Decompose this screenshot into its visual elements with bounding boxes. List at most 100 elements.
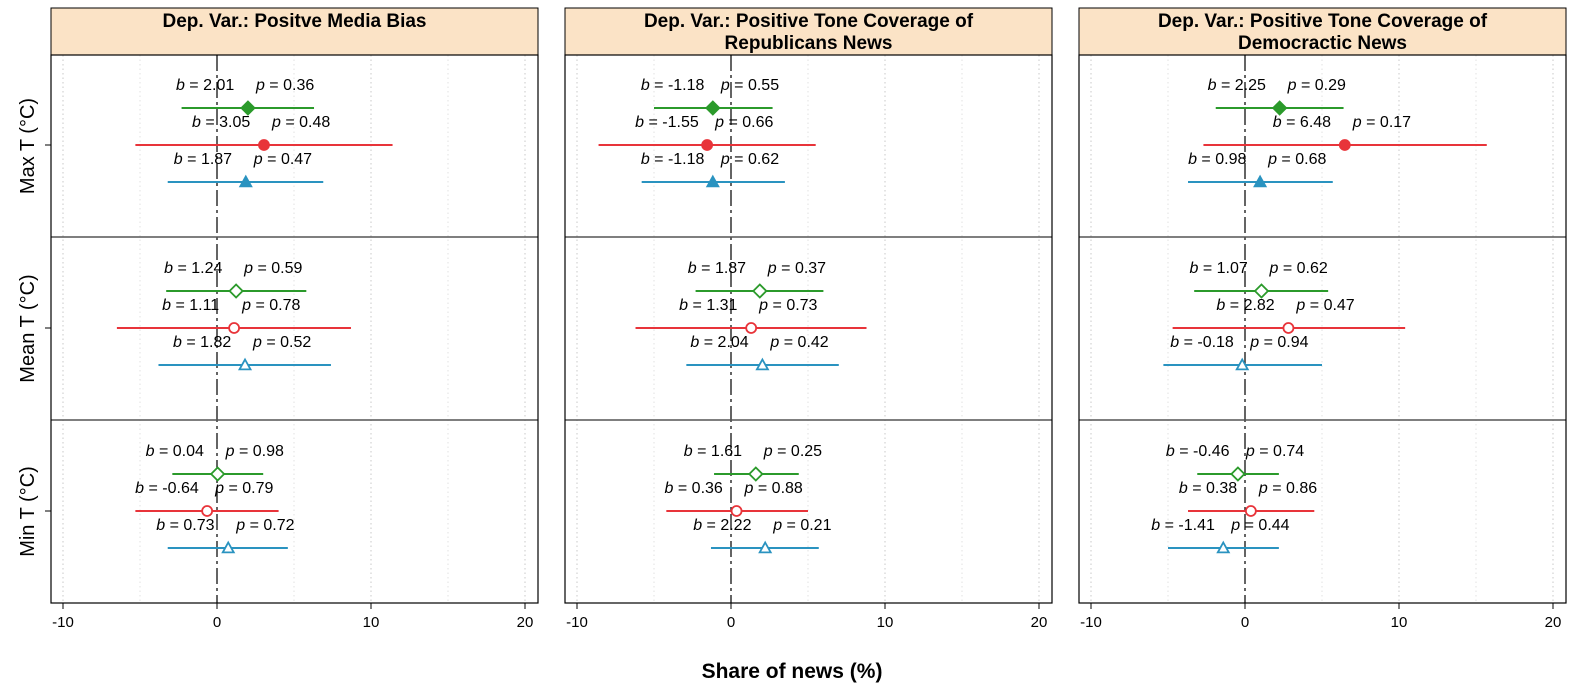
p-value-label: p = 0.29	[1287, 77, 1346, 94]
p-value-label: p = 0.68	[1267, 151, 1326, 168]
point-estimate-diamond	[1253, 283, 1270, 299]
coef-label: b = 0.36	[665, 480, 723, 497]
point-estimate-diamond	[228, 283, 244, 299]
point-estimate-circle	[701, 139, 714, 151]
point-estimate-triangle	[1235, 357, 1250, 371]
estimate-series: b = 1.61 p = 0.25	[684, 443, 822, 482]
estimate-series: b = -1.18 p = 0.55	[641, 77, 779, 116]
facet-panel: Dep. Var.: Positive Tone Coverage ofRepu…	[564, 7, 1053, 631]
p-value-label: p = 0.52	[252, 334, 311, 351]
p-value-label: p = 0.55	[720, 77, 779, 94]
estimate-series: b = -0.18 p = 0.94	[1163, 334, 1322, 371]
estimate-series: b = 1.82 p = 0.52	[158, 334, 331, 371]
point-estimate-circle	[730, 505, 743, 517]
point-estimate-circle	[228, 322, 240, 334]
coef-label: b = 1.07	[1189, 260, 1247, 277]
estimate-series: b = 1.11 p = 0.78	[116, 297, 351, 334]
estimate-series: b = 1.87 p = 0.37	[688, 260, 826, 299]
estimate-series: b = 2.01 p = 0.36	[176, 77, 314, 116]
x-tick-label: 20	[1545, 614, 1562, 631]
coef-label: b = 1.87	[688, 260, 746, 277]
row-label: Min T (°C)	[17, 466, 39, 557]
x-tick-label: -10	[566, 614, 588, 631]
coef-label: b = -1.18	[641, 77, 705, 94]
coef-label: b = 6.48	[1273, 114, 1331, 131]
p-value-label: p = 0.66	[714, 114, 773, 131]
point-estimate-triangle	[1253, 174, 1268, 188]
x-tick-label: -10	[52, 614, 74, 631]
estimate-series: b = 1.31 p = 0.73	[635, 297, 867, 334]
estimate-series: b = 1.87 p = 0.47	[167, 151, 324, 188]
coef-label: b = 1.24	[164, 260, 222, 277]
x-tick-label: 0	[1241, 614, 1249, 631]
point-estimate-diamond	[240, 100, 256, 116]
point-estimate-diamond	[1271, 100, 1288, 116]
coef-label: b = 2.25	[1208, 77, 1266, 94]
x-tick-label: 10	[363, 614, 380, 631]
estimate-series: b = 1.24 p = 0.59	[164, 260, 307, 299]
panel-title: Dep. Var.: Positive Tone Coverage of	[644, 11, 974, 32]
p-value-label: p = 0.48	[271, 114, 330, 131]
point-estimate-circle	[1338, 139, 1351, 151]
coef-label: b = 1.82	[173, 334, 231, 351]
estimate-series: b = 2.25 p = 0.29	[1208, 77, 1346, 116]
p-value-label: p = 0.47	[1295, 297, 1354, 314]
coef-label: b = 0.73	[156, 517, 214, 534]
p-value-label: p = 0.74	[1245, 443, 1304, 460]
x-axis-label: Share of news (%)	[702, 660, 883, 683]
point-estimate-triangle	[238, 174, 253, 188]
x-tick-label: -10	[1080, 614, 1102, 631]
estimate-series: b = 2.04 p = 0.42	[686, 334, 839, 371]
point-estimate-triangle	[705, 174, 720, 188]
x-tick-label: 20	[517, 614, 534, 631]
point-estimate-diamond	[1230, 466, 1246, 482]
p-value-label: p = 0.44	[1230, 517, 1289, 534]
estimate-series: b = 0.73 p = 0.72	[156, 517, 295, 554]
coef-label: b = 1.31	[679, 297, 737, 314]
point-estimate-circle	[1282, 322, 1295, 334]
estimate-series: b = 6.48 p = 0.17	[1203, 114, 1487, 151]
p-value-label: p = 0.25	[763, 443, 822, 460]
point-estimate-triangle	[237, 357, 253, 371]
estimate-series: b = 2.22 p = 0.21	[693, 517, 832, 554]
p-value-label: p = 0.78	[241, 297, 300, 314]
panel-title: Republicans News	[725, 33, 893, 54]
coef-label: b = 3.05	[192, 114, 250, 131]
x-tick-label: 20	[1031, 614, 1048, 631]
coef-label: b = 0.98	[1188, 151, 1246, 168]
point-estimate-diamond	[209, 466, 226, 482]
facet-panel: Dep. Var.: Positve Media Bias b = 2.01 p =…	[50, 7, 539, 631]
estimate-series: b = 0.04 p = 0.98	[146, 443, 284, 482]
p-value-label: p = 0.59	[243, 260, 302, 277]
estimate-series: b = -1.55 p = 0.66	[598, 114, 816, 151]
coef-label: b = -0.18	[1170, 334, 1234, 351]
estimate-series: b = -0.46 p = 0.74	[1166, 443, 1304, 482]
coef-label: b = 0.04	[146, 443, 204, 460]
p-value-label: p = 0.72	[235, 517, 294, 534]
estimate-series: b = 0.38 p = 0.86	[1179, 480, 1317, 517]
point-estimate-triangle	[1216, 540, 1231, 554]
point-estimate-triangle	[758, 540, 773, 554]
coef-label: b = 1.11	[162, 297, 219, 314]
panel-strip	[564, 7, 1053, 56]
estimate-series: b = -1.41 p = 0.44	[1151, 517, 1290, 554]
coef-label: b = 2.01	[176, 77, 234, 94]
panel-title: Dep. Var.: Positive Tone Coverage of	[1158, 11, 1488, 32]
p-value-label: p = 0.47	[253, 151, 312, 168]
coef-label: b = -1.55	[635, 114, 699, 131]
p-value-label: p = 0.94	[1249, 334, 1308, 351]
p-value-label: p = 0.86	[1258, 480, 1317, 497]
point-estimate-diamond	[752, 283, 768, 299]
panel-border	[50, 54, 539, 604]
p-value-label: p = 0.62	[720, 151, 779, 168]
estimate-series: b = 0.36 p = 0.88	[665, 480, 808, 517]
p-value-label: p = 0.37	[767, 260, 826, 277]
point-estimate-circle	[745, 322, 758, 334]
coef-label: b = 2.04	[690, 334, 748, 351]
estimate-series: b = 2.82 p = 0.47	[1172, 297, 1406, 334]
coef-label: b = 2.22	[693, 517, 751, 534]
estimate-series: b = 3.05 p = 0.48	[135, 114, 393, 151]
x-tick-label: 10	[877, 614, 894, 631]
coef-label: b = -1.41	[1151, 517, 1215, 534]
